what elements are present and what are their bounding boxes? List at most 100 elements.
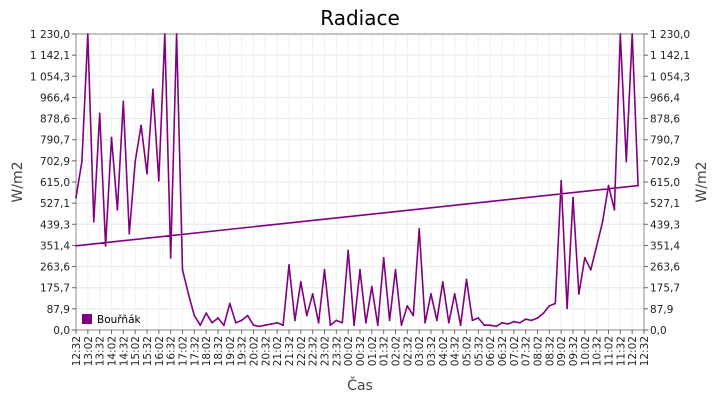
x-tick-label: 03:32 — [426, 336, 438, 366]
data-point — [607, 184, 610, 187]
data-point — [406, 305, 409, 307]
data-point — [631, 33, 634, 35]
data-point — [459, 324, 462, 327]
y-axis-label-left: W/m2 — [10, 161, 26, 202]
y-tick-label: 527,1 — [40, 198, 70, 210]
data-point — [305, 314, 308, 317]
data-point — [181, 268, 184, 271]
data-point — [578, 293, 580, 295]
data-point — [317, 321, 320, 324]
data-point — [246, 314, 249, 317]
x-tick-label: 20:32 — [260, 336, 272, 366]
data-point — [276, 321, 279, 324]
x-tick-label: 12:32 — [639, 336, 651, 366]
y-tick-label: 966,4 — [40, 92, 70, 104]
x-tick-label: 14:02 — [107, 336, 119, 366]
data-point — [294, 319, 296, 322]
x-tick-label: 19:32 — [237, 336, 249, 366]
x-tick-label: 07:02 — [509, 336, 521, 366]
data-point — [205, 312, 208, 315]
data-point — [323, 268, 326, 271]
y-tick-label: 175,7 — [40, 283, 70, 295]
x-tick-label: 22:32 — [308, 336, 320, 366]
legend-swatch — [82, 314, 92, 324]
x-tick-label: 15:02 — [130, 336, 142, 366]
data-point — [394, 268, 397, 271]
data-point — [418, 228, 421, 230]
data-point — [234, 321, 237, 324]
data-point — [589, 268, 592, 271]
data-point — [554, 302, 557, 305]
data-point — [228, 302, 231, 305]
data-point — [353, 324, 355, 327]
y-axis-right: 0,0 87,9 175,7 263,6 351,4 439,3 527,1 615,0 702… — [644, 29, 690, 337]
y-tick-label: 878,6 — [650, 114, 680, 126]
x-tick-label: 23:32 — [331, 336, 343, 366]
x-tick-label: 11:32 — [615, 336, 627, 366]
data-point — [252, 324, 255, 327]
data-point — [270, 323, 273, 325]
data-point — [175, 33, 178, 35]
y-tick-label: 351,4 — [650, 240, 680, 252]
data-point — [288, 264, 290, 266]
data-point — [92, 220, 95, 223]
data-point — [400, 324, 403, 327]
data-point — [430, 293, 432, 295]
y-tick-label: 351,4 — [40, 240, 70, 252]
data-point — [122, 100, 125, 103]
data-point — [536, 317, 539, 319]
y-tick-label: 878,6 — [40, 114, 70, 126]
data-point — [104, 244, 107, 247]
data-point — [169, 256, 172, 259]
x-tick-label: 00:02 — [343, 336, 355, 366]
x-tick-label: 21:32 — [284, 336, 296, 366]
x-tick-label: 02:02 — [391, 336, 403, 366]
y-tick-label: 0,0 — [53, 325, 70, 337]
data-point — [382, 256, 385, 259]
x-tick-label: 13:02 — [83, 336, 95, 366]
data-point — [566, 307, 568, 310]
data-point — [98, 112, 101, 115]
data-point — [376, 324, 379, 327]
data-point — [424, 321, 426, 324]
x-tick-label: 13:32 — [95, 336, 107, 366]
y-tick-label: 1 142,1 — [650, 50, 690, 62]
data-point — [110, 136, 113, 139]
data-point — [512, 320, 515, 323]
data-point — [116, 208, 119, 211]
y-tick-label: 87,9 — [650, 304, 673, 316]
x-axis-label: Čas — [347, 376, 373, 394]
y-tick-label: 615,0 — [650, 177, 680, 189]
x-tick-label: 12:32 — [71, 336, 83, 366]
data-point — [548, 305, 551, 307]
data-point — [217, 317, 219, 319]
data-point — [495, 325, 497, 328]
data-point — [187, 293, 190, 295]
data-point — [347, 249, 350, 252]
y-tick-label: 439,3 — [40, 219, 70, 231]
x-tick-label: 11:02 — [604, 336, 616, 366]
x-tick-label: 10:32 — [592, 336, 604, 366]
y-axis-left: 0,0 87,9 175,7 263,6 351,4 439,3 527,1 615,0 702… — [30, 29, 76, 337]
data-point — [572, 196, 574, 199]
y-tick-label: 702,9 — [650, 156, 680, 168]
data-point — [483, 324, 486, 327]
data-point — [447, 321, 450, 324]
x-tick-label: 18:32 — [213, 336, 225, 366]
data-point — [489, 324, 492, 327]
data-point — [471, 319, 474, 322]
series-layer — [75, 33, 639, 328]
x-tick-label: 09:32 — [568, 336, 580, 366]
data-point — [595, 244, 598, 247]
x-tick-label: 06:02 — [485, 336, 497, 366]
x-tick-label: 08:32 — [544, 336, 556, 366]
y-tick-label: 790,7 — [650, 135, 680, 147]
data-point — [264, 324, 267, 327]
data-point — [412, 314, 415, 317]
x-tick-label: 09:02 — [556, 336, 568, 366]
x-tick-label: 16:02 — [154, 336, 166, 366]
data-point — [81, 160, 83, 163]
data-point — [619, 33, 622, 35]
x-tick-label: 04:32 — [450, 336, 462, 366]
